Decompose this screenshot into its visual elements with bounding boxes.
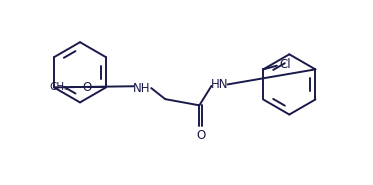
Text: CH₃: CH₃ bbox=[49, 82, 68, 92]
Text: HN: HN bbox=[211, 78, 228, 91]
Text: O: O bbox=[196, 129, 205, 142]
Text: Cl: Cl bbox=[280, 58, 291, 71]
Text: O: O bbox=[82, 81, 92, 94]
Text: NH: NH bbox=[133, 82, 150, 95]
